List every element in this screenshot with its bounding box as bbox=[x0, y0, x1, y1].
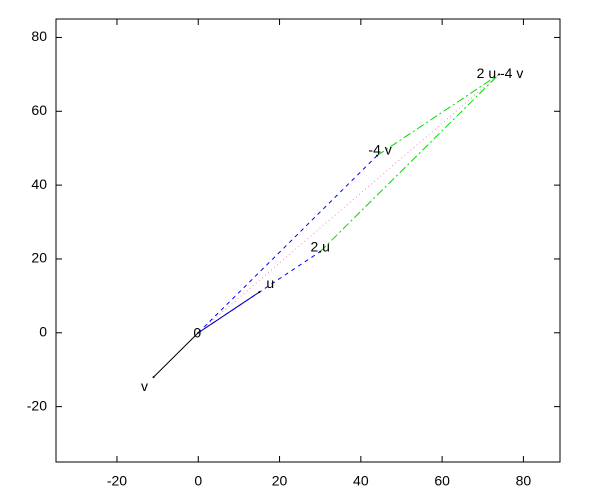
vector-line bbox=[197, 73, 500, 334]
vector-line bbox=[376, 73, 500, 157]
vector-line bbox=[197, 291, 260, 334]
point-label: 2 u bbox=[310, 238, 329, 254]
point bbox=[376, 154, 379, 157]
point-label: -4 v bbox=[368, 141, 391, 157]
y-tick-label: 80 bbox=[31, 28, 47, 44]
y-tick-label: 0 bbox=[39, 323, 47, 339]
vector-line bbox=[153, 332, 199, 378]
x-tick-label: 20 bbox=[272, 473, 288, 489]
y-tick-label: 40 bbox=[31, 176, 47, 192]
x-tick-label: 40 bbox=[353, 473, 369, 489]
y-tick-label: 20 bbox=[31, 250, 47, 266]
vector-line bbox=[319, 74, 500, 252]
point bbox=[258, 291, 261, 294]
point-label: 0 bbox=[193, 324, 201, 340]
point bbox=[197, 331, 200, 334]
point bbox=[498, 73, 501, 76]
y-tick-label: -20 bbox=[27, 397, 47, 413]
x-tick-label: -20 bbox=[107, 473, 127, 489]
x-tick-label: 60 bbox=[434, 473, 450, 489]
x-tick-label: 0 bbox=[194, 473, 202, 489]
point-label: 2 u -4 v bbox=[477, 65, 524, 81]
vector-line bbox=[197, 155, 378, 334]
point-label: u bbox=[266, 275, 274, 291]
point-label: v bbox=[141, 378, 148, 394]
point bbox=[152, 376, 155, 379]
x-tick-label: 80 bbox=[516, 473, 532, 489]
y-tick-label: 60 bbox=[31, 102, 47, 118]
plot-frame bbox=[55, 18, 561, 463]
point bbox=[319, 250, 322, 253]
